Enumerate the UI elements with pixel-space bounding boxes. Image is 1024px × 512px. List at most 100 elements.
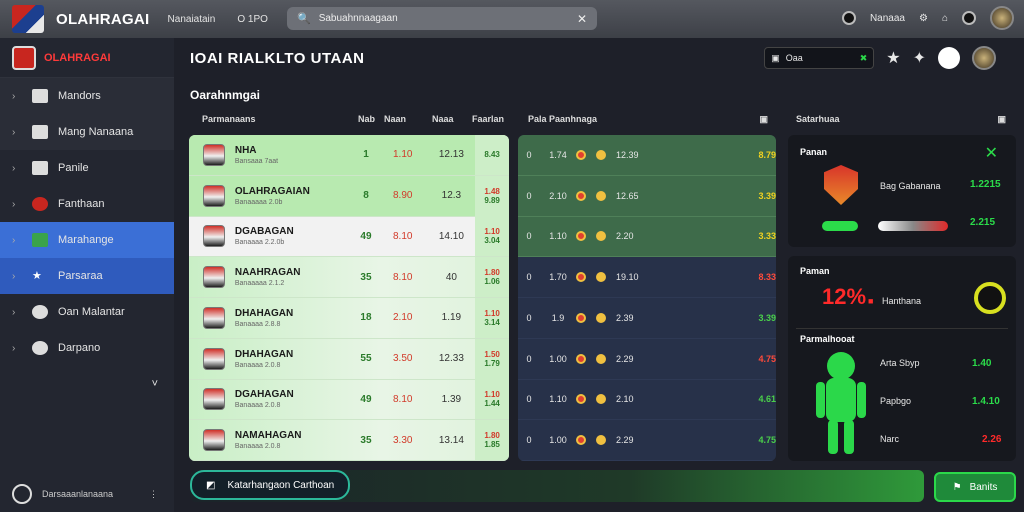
team-name-cell: NAAHRAGAN Banaaaaa 2.1.2 (235, 267, 354, 287)
team-ball-icon (576, 149, 586, 160)
share-icon[interactable]: ★ (886, 50, 901, 67)
window-icon[interactable]: ▣ (997, 114, 1006, 124)
top-nav-link[interactable]: Nanaiatain (167, 13, 216, 25)
chevron-right-icon: › (12, 90, 16, 102)
match-odds[interactable]: 4.75 (758, 353, 776, 364)
team-name: OLAHRAGAIAN (234, 185, 310, 197)
stat-label: Papbgo (880, 396, 912, 406)
top-nav-link-2[interactable]: O 1PO (237, 13, 268, 25)
match-row[interactable]: 0 1.74 12.39 8.79 (518, 135, 776, 176)
profile-button[interactable] (938, 47, 960, 69)
form-down: 9.89 (484, 195, 500, 205)
flag-icon: ⚑ (952, 481, 962, 493)
match-index: 0 (526, 435, 532, 446)
team-ball-icon (596, 394, 606, 405)
cell-value: 1.19 (441, 312, 462, 324)
clear-icon[interactable]: ✕ (576, 11, 587, 26)
help-icon[interactable] (962, 11, 976, 25)
match-row[interactable]: 0 2.10 12.65 3.39 (518, 175, 776, 217)
match-odds[interactable]: 8.33 (758, 272, 776, 283)
table-row[interactable]: NAMAHAGAN Banaaaa 2.0.8 35 3.30 13.14 1.80 1.8… (189, 420, 509, 461)
action-button[interactable]: ⚑ Banits (934, 472, 1016, 502)
table-row[interactable]: OLAHRAGAIAN Banaaaaa 2.0b 8 8.90 12.3 1.48 9.8… (189, 175, 509, 217)
match-row[interactable]: 0 1.00 2.29 4.75 (518, 339, 776, 380)
puzzle-icon[interactable]: ✦ (912, 50, 926, 67)
team-name: DHAHAGAN (234, 307, 294, 319)
match-row[interactable]: 0 1.70 19.10 8.33 (518, 257, 776, 298)
table-row[interactable]: NAAHRAGAN Banaaaaa 2.1.2 35 8.10 40 1.80 1.06 (189, 257, 509, 298)
match-row[interactable]: 0 1.10 2.20 3.33 (518, 216, 776, 258)
cell-form: 1.10 1.44 (475, 379, 509, 420)
match-row[interactable]: 0 1.10 2.10 4.61 (518, 380, 776, 421)
column-header[interactable]: Parmanaans (202, 114, 256, 124)
sidebar-item-2[interactable]: › Mang Nanaana (0, 114, 174, 150)
column-header[interactable]: Nab (358, 114, 376, 124)
search-bar[interactable]: 🔍 Sabuahnnaagaan ✕ (287, 7, 597, 30)
match-row[interactable]: 0 1.00 2.29 4.75 (518, 420, 776, 461)
sidebar-expand[interactable]: ˅ (0, 366, 174, 402)
close-icon[interactable]: ✖ (859, 52, 868, 63)
team-ball-icon (596, 231, 606, 242)
match-index: 0 (526, 149, 532, 160)
sidebar-item-8[interactable]: › Darpano (0, 330, 174, 366)
sidebar-item-5[interactable]: › Marahange (0, 222, 174, 258)
match-row[interactable]: 0 1.9 2.39 3.39 (518, 298, 776, 339)
team-name: DHAHAGAN (234, 348, 294, 360)
avatar[interactable] (990, 6, 1014, 30)
window-icon[interactable]: ▣ (759, 114, 768, 124)
notification-icon[interactable] (841, 11, 856, 25)
match-odds[interactable]: 3.39 (758, 312, 776, 323)
brand-logo[interactable] (12, 5, 44, 33)
team-crest-icon (203, 306, 225, 329)
table-row[interactable]: DHAHAGAN Banaaaa 2.8.8 18 2.10 1.19 1.10 3.14 (189, 297, 509, 339)
search-input[interactable]: Sabuahnnaagaan (318, 13, 398, 24)
cell-form: 1.50 1.79 (475, 338, 509, 379)
match-odds[interactable]: 3.33 (758, 231, 776, 242)
user-avatar[interactable] (972, 46, 996, 70)
sidebar-item-6[interactable]: › ★ Parsaraa (0, 258, 174, 294)
cell-odds: 3.30 (392, 434, 413, 446)
table-row[interactable]: DGABAGAN Banaaaa 2.2.0b 49 8.10 14.10 1.10 3.0… (189, 216, 509, 258)
sidebar-item-4[interactable]: › Fanthaan (0, 186, 174, 222)
cell-form: 8.43 (475, 135, 509, 175)
match-odds[interactable]: 3.39 (758, 190, 776, 201)
team-name: DGABAGAN (234, 226, 294, 238)
sidebar-footer[interactable]: Darsaaanlanaana ⋮ (0, 482, 174, 506)
cell-form: 1.48 9.89 (475, 175, 509, 216)
table-row[interactable]: DGAHAGAN Banaaaa 2.0.8 49 8.10 1.39 1.10 1.44 (189, 379, 509, 421)
team-name-cell: NAMAHAGAN Banaaaa 2.0.8 (235, 430, 354, 450)
more-icon[interactable]: ⋮ (149, 488, 158, 499)
panel-title: Paman (800, 266, 830, 276)
main-content: IOAI RIALKLTO UTAAN ▣ Oaa ✖ ★ ✦ Oarahnmg… (174, 38, 1024, 512)
action-button-label: Banits (969, 481, 998, 493)
sidebar-footer-label: Darsaaanlanaana (42, 489, 114, 499)
sidebar-item-7[interactable]: › Oan Malantar (0, 294, 174, 330)
column-header[interactable]: Naaa (432, 114, 454, 124)
column-header[interactable]: Faarlan (472, 114, 505, 124)
column-header[interactable]: Naan (384, 114, 407, 124)
column-header[interactable]: Pala Paanhnaga (528, 114, 598, 124)
team-subtitle: Bansaaa 7aat (234, 157, 279, 165)
sidebar-item-1[interactable]: › Mandors (0, 78, 174, 114)
chevron-down-icon[interactable]: ˅ (151, 378, 158, 390)
table-row[interactable]: DHAHAGAN Banaaaa 2.0.8 55 3.50 12.33 1.50 1.79 (189, 338, 509, 380)
footer-action-button[interactable]: ◩ Katarhangaon Carthoan (190, 470, 351, 500)
form-up: 1.48 (484, 186, 500, 196)
match-odds[interactable]: 4.61 (758, 394, 776, 405)
column-header: Satarhuaa (796, 114, 840, 124)
home-icon[interactable]: ⌂ (941, 12, 948, 24)
table-row[interactable]: NHA Bansaaa 7aat 1 1.10 12.13 8.43 (189, 135, 509, 176)
match-odds[interactable]: 8.79 (758, 149, 776, 160)
match-odds[interactable]: 4.75 (758, 435, 776, 446)
top-right-label[interactable]: Nanaaa (869, 12, 905, 24)
filter-field[interactable]: ▣ Oaa ✖ (764, 47, 875, 69)
team-subtitle: Banaaaaa 2.0b (234, 198, 283, 206)
chevron-right-icon: › (12, 306, 16, 318)
chevron-right-icon: › (12, 342, 16, 354)
power-icon[interactable] (12, 484, 32, 504)
cell-form: 1.10 3.04 (475, 216, 509, 257)
brand-name[interactable]: OLAHRAGAI (56, 10, 150, 28)
close-icon[interactable]: ✕ (984, 145, 998, 162)
sidebar-item-3[interactable]: › Panile (0, 150, 174, 186)
settings-icon[interactable]: ⚙ (918, 12, 928, 24)
